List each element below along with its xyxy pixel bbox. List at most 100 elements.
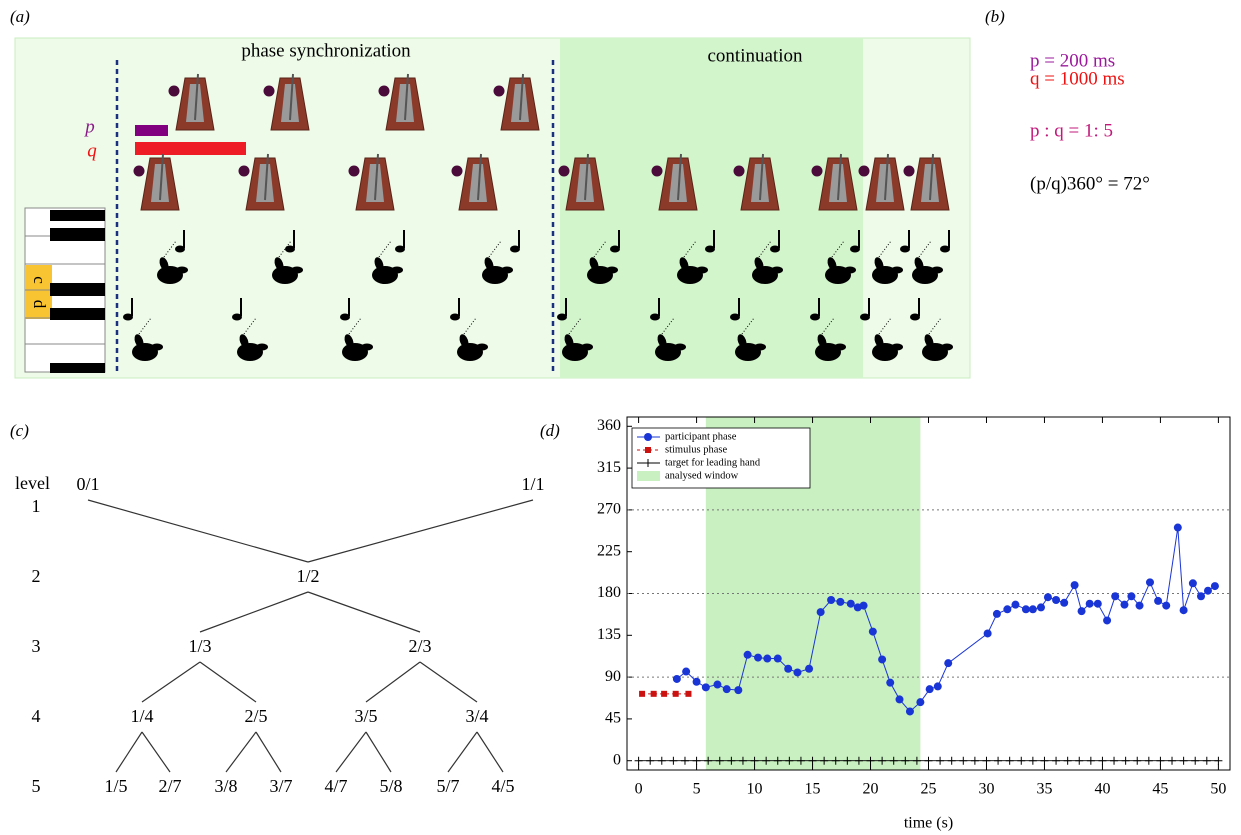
data-point	[1120, 601, 1128, 609]
x-tick-label: 5	[693, 781, 701, 798]
tree-edge	[226, 732, 256, 772]
black-key	[50, 210, 105, 221]
tree-node: 3/7	[269, 776, 292, 796]
note-head	[123, 314, 133, 321]
data-point	[869, 628, 877, 636]
data-point	[1052, 596, 1060, 604]
note-head	[770, 246, 780, 253]
level-number: 4	[32, 706, 41, 726]
data-point	[805, 665, 813, 673]
legend-marker	[644, 433, 652, 441]
data-point	[682, 668, 690, 676]
tree-node: 4/5	[491, 776, 514, 796]
tree-node: 1/1	[521, 474, 544, 494]
data-point	[1127, 592, 1135, 600]
tree-node: 2/3	[408, 636, 431, 656]
y-tick-label: 315	[597, 459, 621, 476]
y-tick-label: 270	[597, 501, 621, 518]
tree-node: 2/5	[244, 706, 267, 726]
x-tick-label: 0	[635, 781, 643, 798]
level-number: 1	[32, 496, 41, 516]
legend-label: stimulus phase	[665, 444, 727, 455]
note-head	[395, 246, 405, 253]
key-label: c	[30, 276, 49, 284]
hand-thumb	[696, 267, 708, 274]
hand-thumb	[674, 344, 686, 351]
black-key	[50, 363, 105, 373]
metronome-dot	[734, 166, 745, 177]
data-point	[878, 655, 886, 663]
data-point	[702, 683, 710, 691]
note-head	[910, 314, 920, 321]
tree-edge	[142, 662, 200, 702]
note-head	[850, 246, 860, 253]
legend-label: target for leading hand	[665, 457, 761, 468]
hand-thumb	[844, 267, 856, 274]
hand-thumb	[606, 267, 618, 274]
tree-edge	[366, 732, 391, 772]
black-key	[50, 283, 105, 296]
data-point	[1162, 602, 1170, 610]
data-point	[1029, 605, 1037, 613]
data-point	[734, 686, 742, 694]
data-point	[1154, 597, 1162, 605]
y-tick-label: 135	[597, 626, 621, 643]
note-head	[705, 246, 715, 253]
note-head	[340, 314, 350, 321]
key-highlight	[25, 265, 52, 319]
note-head	[232, 314, 242, 321]
data-point	[926, 685, 934, 693]
data-point	[1022, 605, 1030, 613]
tree-edge	[142, 732, 170, 772]
data-point	[693, 678, 701, 686]
tree-edge	[477, 732, 503, 772]
data-point	[1037, 603, 1045, 611]
data-point	[1189, 579, 1197, 587]
data-point	[1086, 600, 1094, 608]
data-point	[754, 654, 762, 662]
data-point	[1094, 600, 1102, 608]
hand-thumb	[891, 267, 903, 274]
metronome-dot	[239, 166, 250, 177]
level-number: 5	[32, 776, 41, 796]
tree-edge	[200, 662, 256, 702]
legend-label: analysed window	[665, 470, 739, 481]
data-point	[763, 655, 771, 663]
tree-node: 3/8	[214, 776, 237, 796]
continuation-title: continuation	[708, 45, 803, 66]
metronome-dot	[452, 166, 463, 177]
data-point	[916, 698, 924, 706]
x-axis-title: time (s)	[904, 815, 953, 832]
x-tick-label: 50	[1210, 781, 1226, 798]
data-point	[639, 691, 645, 697]
data-point	[993, 610, 1001, 618]
data-point	[896, 695, 904, 703]
legend-label: participant phase	[665, 431, 737, 442]
legend-swatch	[637, 471, 660, 481]
note-head	[650, 314, 660, 321]
tree-edge	[308, 500, 533, 562]
sync-title: phase synchronization	[241, 40, 411, 61]
data-point	[836, 598, 844, 606]
tree-edge	[308, 592, 420, 632]
hand-thumb	[476, 344, 488, 351]
data-point	[984, 629, 992, 637]
tree-node: 2/7	[158, 776, 181, 796]
data-point	[1078, 607, 1086, 615]
tree-node: 1/2	[296, 566, 319, 586]
data-point	[784, 665, 792, 673]
data-point	[1044, 593, 1052, 601]
metronome-dot	[812, 166, 823, 177]
level-number: 3	[32, 636, 41, 656]
tree-node: 3/5	[354, 706, 377, 726]
level-number: 2	[32, 566, 41, 586]
hand-thumb	[834, 344, 846, 351]
x-tick-label: 20	[863, 781, 879, 798]
hand-thumb	[891, 344, 903, 351]
data-point	[1011, 601, 1019, 609]
hand-thumb	[391, 267, 403, 274]
metronome-dot	[349, 166, 360, 177]
y-tick-label: 225	[597, 542, 621, 559]
hand-thumb	[361, 344, 373, 351]
hand-thumb	[256, 344, 268, 351]
